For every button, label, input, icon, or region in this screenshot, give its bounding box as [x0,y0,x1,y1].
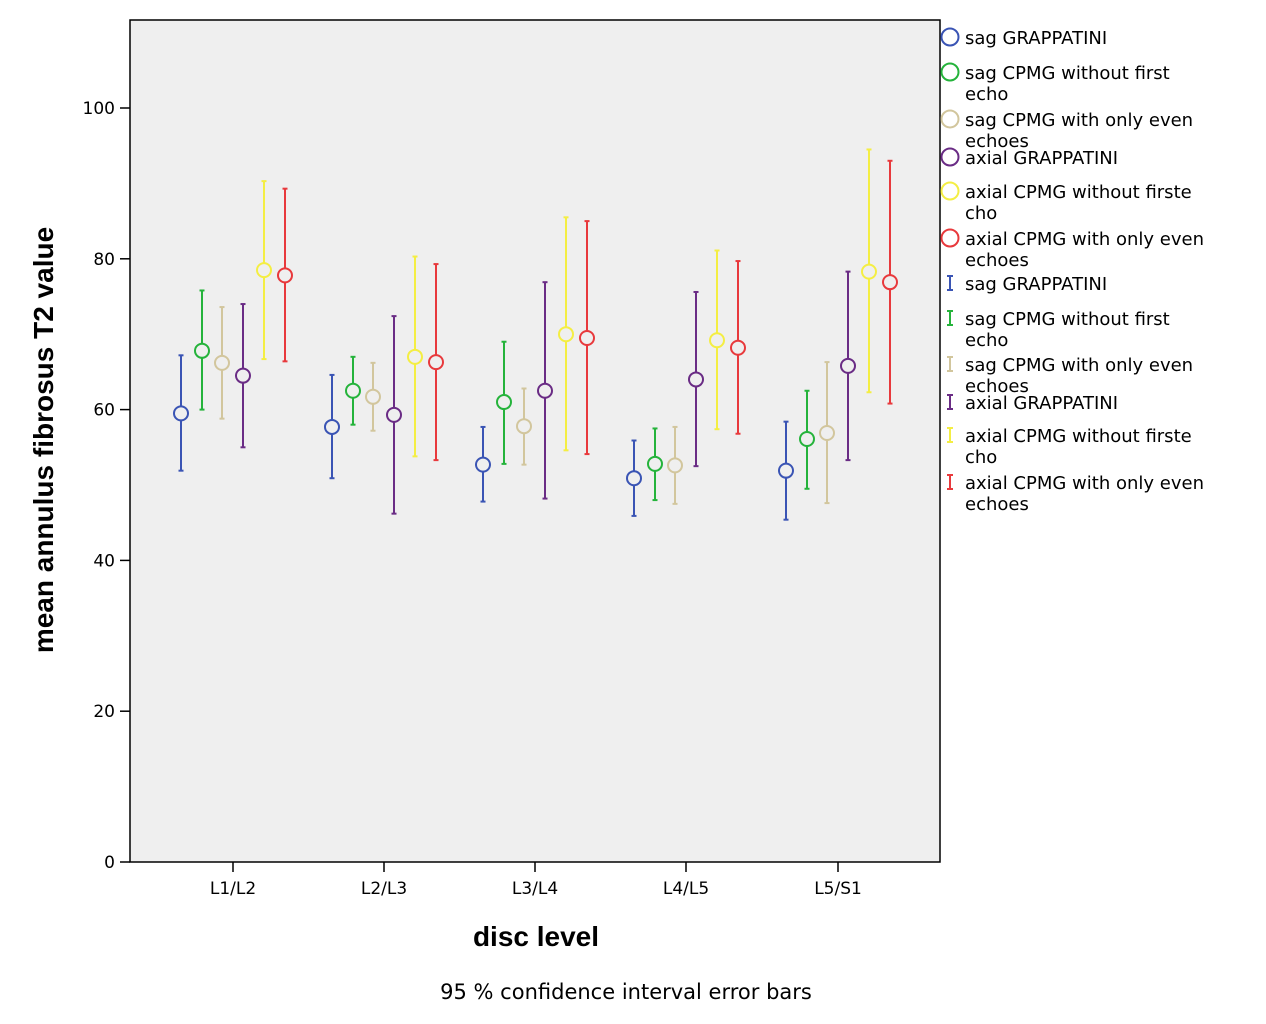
legend-label: echoes [965,376,1029,397]
legend-label: axial CPMG with only even [965,473,1204,494]
mean-marker [256,262,272,279]
y-tick-label: 80 [93,250,115,270]
mean-marker [496,394,512,411]
y-axis-title: mean annulus fibrosus T2 value [28,227,59,653]
mean-marker [194,342,210,359]
series-1 [194,289,815,502]
legend-marker [940,27,960,47]
x-tick-label: L3/L4 [512,879,558,899]
y-tick-label: 100 [83,99,115,119]
mean-marker [647,455,663,472]
legend-marker [940,62,960,82]
legend-label: cho [965,447,997,468]
mean-marker [428,354,444,371]
legend-label: cho [965,203,997,224]
mean-marker [778,462,794,479]
x-tick-label: L2/L3 [361,879,407,899]
series-0 [173,354,794,521]
x-tick-label: L5/S1 [814,879,862,899]
legend-label: sag GRAPPATINI [965,28,1107,49]
legend-marker [940,109,960,129]
y-tick-label: 0 [104,853,115,873]
mean-marker [324,418,340,435]
mean-marker [365,388,381,405]
mean-marker [688,371,704,388]
mean-marker [475,456,491,473]
y-axis: 0 20 40 60 80 100 [83,99,130,873]
x-tick-label: L4/L5 [663,879,709,899]
legend-label: axial CPMG without firste [965,182,1192,203]
legend-label: axial CPMG without firste [965,426,1192,447]
legend-label: sag GRAPPATINI [965,274,1107,295]
mean-marker [558,326,574,343]
mean-marker [626,470,642,487]
x-axis-title: disc level [473,921,599,952]
mean-marker [819,424,835,441]
legend-label: axial CPMG with only even [965,229,1204,250]
legend-label: echoes [965,131,1029,152]
legend-marker [940,181,960,201]
mean-marker [235,367,251,384]
mean-marker [345,382,361,399]
legend-marker [940,228,960,248]
footnote: 95 % confidence interval error bars [440,980,812,1004]
mean-marker [537,382,553,399]
series-3 [235,270,856,515]
mean-marker [214,354,230,371]
mean-marker [516,418,532,435]
mean-marker [407,348,423,365]
legend-label: sag CPMG with only even [965,355,1193,376]
x-axis: L1/L2 L2/L3 L3/L4 L4/L5 L5/S1 [210,862,862,899]
mean-marker [277,267,293,284]
series-2 [214,306,835,505]
legend-label: axial GRAPPATINI [965,148,1118,169]
mean-marker [861,263,877,280]
mean-marker [386,406,402,423]
y-tick-label: 60 [93,401,115,421]
legend-label: sag CPMG without first [965,309,1170,330]
legend-label: echoes [965,250,1029,271]
legend-label: echo [965,84,1008,105]
mean-marker [667,457,683,474]
plot-area [129,19,941,863]
legend-label: sag CPMG with only even [965,110,1193,131]
legend-label: axial GRAPPATINI [965,393,1118,414]
mean-marker [579,329,595,346]
data-marks [173,148,898,521]
legend-label: echo [965,330,1008,351]
x-tick-label: L1/L2 [210,879,256,899]
legend-marker [940,147,960,167]
mean-marker [709,332,725,349]
legend-label: echoes [965,494,1029,515]
y-tick-label: 40 [93,551,115,571]
series-5 [277,159,898,462]
mean-marker [173,405,189,422]
series-4 [256,148,877,458]
legend-label: sag CPMG without first [965,63,1170,84]
y-tick-label: 20 [93,702,115,722]
mean-marker [799,431,815,448]
mean-marker [730,339,746,356]
mean-marker [840,357,856,374]
mean-marker [882,274,898,291]
